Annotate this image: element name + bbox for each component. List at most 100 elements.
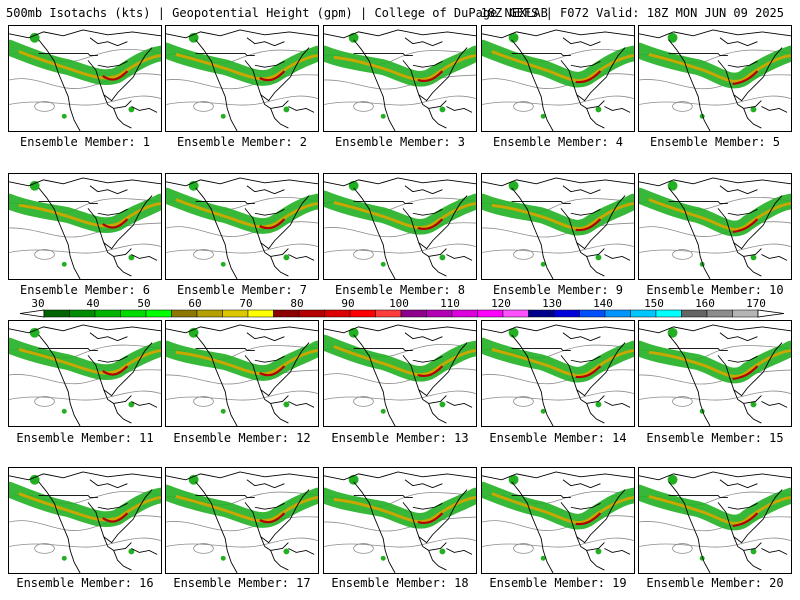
ensemble-member-label: Ensemble Member: 14 xyxy=(489,431,627,445)
coastlines-borders xyxy=(166,324,318,426)
ensemble-map-panel xyxy=(165,173,319,280)
colorbar-tick-label: 100 xyxy=(389,297,409,310)
coastlines-borders xyxy=(9,29,161,131)
coastlines-borders xyxy=(166,471,318,573)
ensemble-map-panel xyxy=(165,320,319,427)
colorbar-min-arrow xyxy=(19,309,45,318)
colorbar-swatch xyxy=(298,309,325,318)
coastlines-borders xyxy=(324,471,476,573)
colorbar-swatch xyxy=(145,309,172,318)
colorbar-swatch xyxy=(94,309,121,318)
ensemble-map-panel xyxy=(638,173,792,280)
colorbar-swatch xyxy=(553,309,580,318)
colorbar-swatch xyxy=(69,309,96,318)
valid-time: 18Z GEFS | F072 Valid: 18Z MON JUN 09 20… xyxy=(480,6,784,20)
coastlines-borders xyxy=(482,177,634,279)
ensemble-member-label: Ensemble Member: 9 xyxy=(492,283,624,297)
ensemble-member-label: Ensemble Member: 8 xyxy=(334,283,466,297)
coastlines-borders xyxy=(639,471,791,573)
colorbar-tick-label: 120 xyxy=(491,297,511,310)
colorbar-tick-label: 80 xyxy=(290,297,303,310)
ensemble-member-label: Ensemble Member: 6 xyxy=(19,283,151,297)
jet-stream-isotachs xyxy=(166,32,318,119)
colorbar-swatch xyxy=(196,309,223,318)
ensemble-map-panel xyxy=(165,467,319,574)
colorbar-swatch xyxy=(604,309,631,318)
colorbar-swatch xyxy=(324,309,351,318)
colorbar-swatch xyxy=(451,309,478,318)
ensemble-map-panel xyxy=(323,25,477,132)
colorbar-tick-label: 50 xyxy=(137,297,150,310)
coastlines-borders xyxy=(166,29,318,131)
jet-stream-isotachs xyxy=(639,180,791,267)
colorbar-tick-label: 70 xyxy=(239,297,252,310)
colorbar-tick-label: 130 xyxy=(542,297,562,310)
coastlines-borders xyxy=(9,471,161,573)
colorbar-swatch xyxy=(222,309,249,318)
colorbar-swatch xyxy=(349,309,376,318)
coastlines-borders xyxy=(9,324,161,426)
coastlines-borders xyxy=(639,29,791,131)
jet-stream-isotachs xyxy=(482,474,634,561)
ensemble-member-label: Ensemble Member: 10 xyxy=(646,283,784,297)
ensemble-map-panel xyxy=(481,467,635,574)
ensemble-member-label: Ensemble Member: 3 xyxy=(334,135,466,149)
jet-stream-isotachs xyxy=(166,327,318,414)
jet-stream-isotachs xyxy=(324,327,476,414)
jet-stream-isotachs xyxy=(324,474,476,561)
ensemble-map-panel xyxy=(8,467,162,574)
ensemble-map-panel xyxy=(638,320,792,427)
colorbar-tick-label: 110 xyxy=(440,297,460,310)
jet-stream-isotachs xyxy=(482,32,634,119)
ensemble-map-panel xyxy=(8,320,162,427)
coastlines-borders xyxy=(9,177,161,279)
ensemble-map-panel xyxy=(481,320,635,427)
ensemble-member-label: Ensemble Member: 2 xyxy=(176,135,308,149)
jet-stream-isotachs xyxy=(166,180,318,267)
colorbar-swatch xyxy=(273,309,300,318)
ensemble-map-panel xyxy=(8,173,162,280)
colorbar-swatch xyxy=(400,309,427,318)
colorbar-swatch xyxy=(171,309,198,318)
ensemble-member-label: Ensemble Member: 7 xyxy=(176,283,308,297)
colorbar-swatch xyxy=(579,309,606,318)
jet-stream-isotachs xyxy=(639,474,791,561)
colorbar-swatch xyxy=(706,309,733,318)
coastlines-borders xyxy=(639,324,791,426)
colorbar-swatch xyxy=(630,309,657,318)
jet-stream-isotachs xyxy=(9,327,161,414)
coastlines-borders xyxy=(482,29,634,131)
coastlines-borders xyxy=(324,29,476,131)
coastlines-borders xyxy=(166,177,318,279)
colorbar-tick-label: 140 xyxy=(593,297,613,310)
ensemble-member-label: Ensemble Member: 4 xyxy=(492,135,624,149)
ensemble-member-label: Ensemble Member: 18 xyxy=(331,576,469,590)
ensemble-map-panel xyxy=(638,467,792,574)
ensemble-member-label: Ensemble Member: 20 xyxy=(646,576,784,590)
colorbar-swatch xyxy=(426,309,453,318)
colorbar-tick-label: 90 xyxy=(341,297,354,310)
ensemble-map-panel xyxy=(323,467,477,574)
ensemble-map-panel xyxy=(323,173,477,280)
ensemble-member-label: Ensemble Member: 12 xyxy=(173,431,311,445)
ensemble-member-label: Ensemble Member: 17 xyxy=(173,576,311,590)
jet-stream-isotachs xyxy=(9,474,161,561)
ensemble-member-label: Ensemble Member: 1 xyxy=(19,135,151,149)
colorbar-swatch xyxy=(477,309,504,318)
jet-stream-isotachs xyxy=(9,180,161,267)
colorbar-swatch xyxy=(655,309,682,318)
colorbar-swatch xyxy=(375,309,402,318)
map-title: 500mb Isotachs (kts) | Geopotential Heig… xyxy=(6,6,548,20)
ensemble-member-label: Ensemble Member: 13 xyxy=(331,431,469,445)
ensemble-member-label: Ensemble Member: 5 xyxy=(649,135,781,149)
ensemble-member-label: Ensemble Member: 15 xyxy=(646,431,784,445)
colorbar-tick-label: 30 xyxy=(31,297,44,310)
ensemble-member-label: Ensemble Member: 16 xyxy=(16,576,154,590)
colorbar-swatch xyxy=(732,309,759,318)
isotach-colorbar: 30 40 50 60 70 80 90 100 110 120 130 140 150 160 170 xyxy=(6,297,796,319)
jet-stream-isotachs xyxy=(9,32,161,119)
jet-stream-isotachs xyxy=(639,32,791,119)
colorbar-tick-label: 160 xyxy=(695,297,715,310)
colorbar-swatch xyxy=(43,309,70,318)
colorbar-swatch xyxy=(120,309,147,318)
